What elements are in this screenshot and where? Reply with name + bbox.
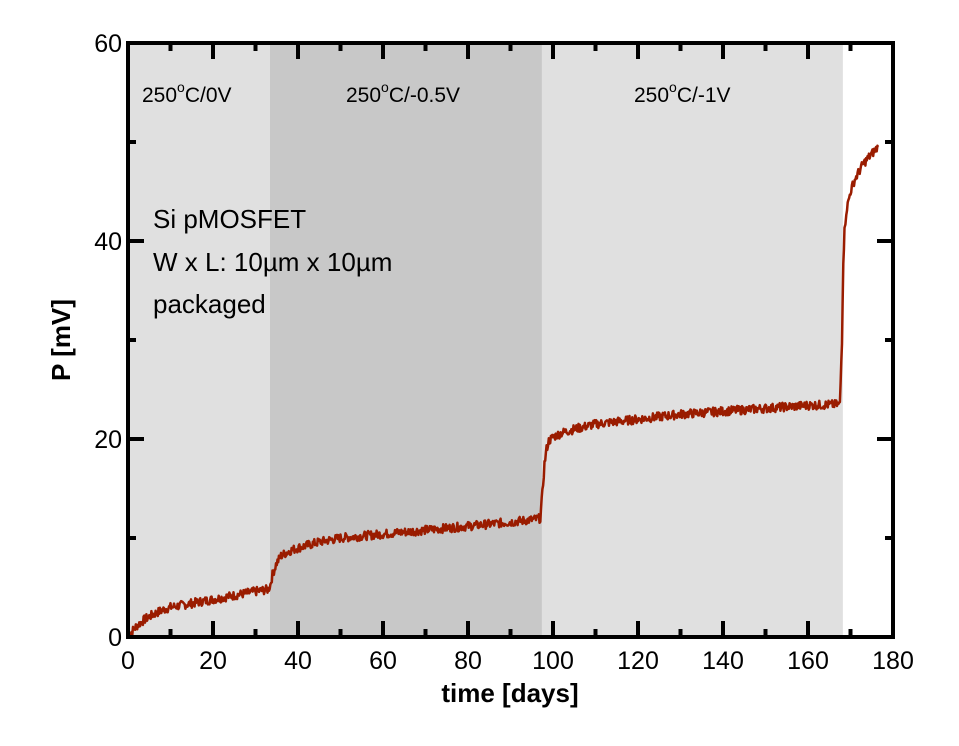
y-tick-label: 40 xyxy=(94,228,122,256)
x-tick-label: 0 xyxy=(121,647,135,675)
plot-frame xyxy=(126,41,895,639)
annotation-line-1: W x L: 10µm x 10µm xyxy=(153,247,392,277)
ticks: 0 20 40 60 80 100 120 140 160 180 0 20 40 60 xyxy=(94,30,914,675)
y-tick-label: 0 xyxy=(108,624,122,652)
x-tick-label: 60 xyxy=(369,647,397,675)
y-tick-label: 60 xyxy=(94,30,122,58)
x-tick-label: 140 xyxy=(702,647,744,675)
x-tick-label: 80 xyxy=(454,647,482,675)
y-axis-title: P [mV] xyxy=(46,299,76,381)
x-axis-title: time [days] xyxy=(441,678,578,708)
x-tick-label: 180 xyxy=(872,647,914,675)
region-1 xyxy=(269,43,542,637)
x-tick-label: 120 xyxy=(617,647,659,675)
shaded-regions xyxy=(128,43,843,637)
region-label-0: 250oC/0V xyxy=(142,79,232,107)
region-label-2: 250oC/-1V xyxy=(634,79,731,107)
series-line-0 xyxy=(126,144,880,639)
y-tick-label: 20 xyxy=(94,426,122,454)
region-2 xyxy=(541,43,843,637)
region-0 xyxy=(128,43,270,637)
annotation-line-0: Si pMOSFET xyxy=(153,204,306,234)
x-tick-label: 20 xyxy=(199,647,227,675)
x-tick-label: 40 xyxy=(284,647,312,675)
annotation: Si pMOSFET W x L: 10µm x 10µm packaged xyxy=(153,204,392,319)
x-tick-label: 160 xyxy=(787,647,829,675)
series xyxy=(126,144,880,639)
region-labels: 250oC/0V 250oC/-0.5V 250oC/-1V xyxy=(142,79,731,107)
region-label-1: 250oC/-0.5V xyxy=(346,79,460,107)
annotation-line-2: packaged xyxy=(153,289,266,319)
x-tick-label: 100 xyxy=(532,647,574,675)
